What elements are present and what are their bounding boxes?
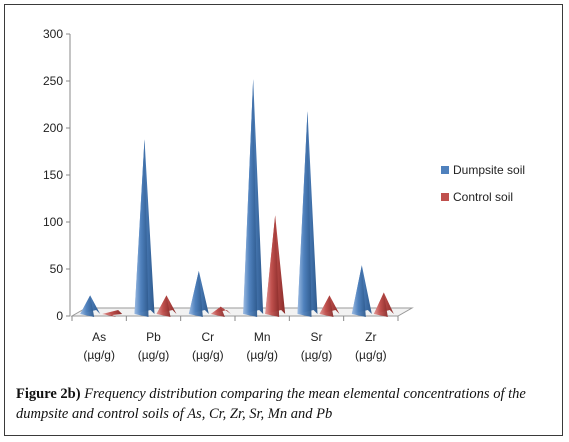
y-tick-label: 250 [43, 74, 63, 88]
chart-axes: 0 50 100 150 200 250 300 As (µg/g) Pb (µg/g) Cr (µg/… [43, 27, 414, 362]
pyramid-front-face [80, 295, 95, 317]
legend-label: Control soil [453, 190, 513, 204]
pyramid-front-face [265, 215, 280, 317]
figure-frame [4, 4, 563, 436]
x-category-label: (µg/g) [355, 348, 387, 362]
y-tick-label: 200 [43, 121, 63, 135]
legend-swatch [441, 166, 449, 174]
x-category-label: (µg/g) [301, 348, 333, 362]
y-tick-label: 100 [43, 215, 63, 229]
pyramid-front-face [373, 292, 388, 317]
pyramid-front-face [102, 314, 117, 317]
pyramid-front-face [134, 139, 149, 317]
pyramid-front-face [210, 306, 225, 317]
pyramid-front-face [351, 265, 366, 317]
bar-control-1 [156, 295, 177, 317]
bar-control-2 [210, 306, 231, 317]
bar-dumpsite-5 [351, 265, 372, 317]
x-category-label: (µg/g) [83, 348, 115, 362]
x-category-label: Zr [365, 330, 376, 344]
chart-marks [80, 79, 394, 318]
bar-dumpsite-1 [134, 139, 155, 317]
x-category-label: Cr [201, 330, 214, 344]
x-category-label: (µg/g) [192, 348, 224, 362]
y-tick-label: 0 [56, 309, 63, 323]
caption-text: Frequency distribution comparing the mea… [16, 386, 526, 422]
pyramid-face [102, 310, 123, 316]
y-tick-label: 150 [43, 168, 63, 182]
pyramid-front-face [297, 111, 312, 317]
x-category-label: Pb [146, 330, 161, 344]
y-tick-label: 50 [50, 262, 64, 276]
caption-label: Figure 2b) [16, 386, 81, 402]
legend-label: Dumpsite soil [453, 163, 525, 177]
x-category-label: (µg/g) [246, 348, 278, 362]
bar-control-4 [319, 295, 340, 317]
bar-control-3 [265, 215, 286, 317]
bar-dumpsite-0 [80, 295, 101, 317]
figure-caption: Figure 2b) Frequency distribution compar… [16, 384, 556, 424]
pyramid-front-face [156, 295, 171, 317]
x-category-label: As [92, 330, 106, 344]
bar-control-5 [373, 292, 394, 317]
legend-swatch [441, 193, 449, 201]
bar-dumpsite-3 [243, 79, 264, 318]
bar-control-0 [102, 310, 123, 317]
pyramid-front-face [243, 79, 258, 318]
pyramid-front-face [319, 295, 334, 317]
x-category-label: Mn [254, 330, 271, 344]
y-tick-label: 300 [43, 27, 63, 41]
bar-dumpsite-2 [188, 270, 209, 317]
x-category-label: Sr [311, 330, 323, 344]
x-category-label: (µg/g) [138, 348, 170, 362]
pyramid-front-face [188, 270, 203, 317]
bar-dumpsite-4 [297, 111, 318, 317]
chart-legend: Dumpsite soil Control soil [441, 163, 525, 204]
